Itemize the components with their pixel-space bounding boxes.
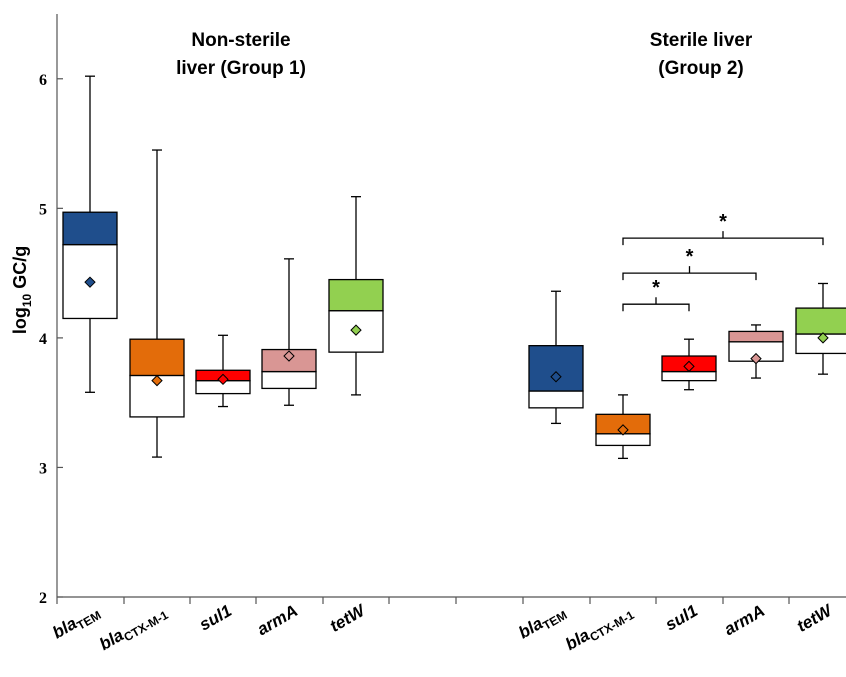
mean-marker [217,373,229,386]
y-ticks: 2 3 4 5 6 [39,72,63,607]
significance-bracket [622,266,757,281]
box-upper-half [728,330,784,343]
significance-star: * [686,246,694,268]
category-label-main: bla [562,625,593,654]
category-label-subscript: TEM [75,608,104,633]
box-upper-half [328,278,384,312]
box-upper-half [129,338,185,377]
group-title-line: (Group 2) [658,58,744,79]
category-label: tetW [794,600,837,636]
category-label: tetW [327,600,370,636]
box-lower-half [528,390,584,409]
group-title-line: Sterile liver [650,30,753,51]
x-ticks [56,597,790,604]
box-lower-half [328,310,384,353]
group-title-line: Non-sterile [191,30,290,51]
category-label-main: bla [515,614,546,643]
category-label-subscript: TEM [541,608,570,633]
category-label: blaCTX-M-1 [562,601,637,657]
category-label-subscript: CTX-M-1 [121,608,170,645]
significance-bracket [622,297,690,312]
category-label: sul1 [196,601,235,634]
mean-marker [350,324,362,336]
mean-marker [683,360,695,373]
mean-marker [750,352,762,365]
category-label-main: armA [721,601,768,639]
mean-marker [550,371,562,383]
mean-marker [283,350,295,362]
y-tick-label: 5 [39,201,47,218]
significance-star: * [719,211,727,233]
category-label: blaTEM [515,601,569,645]
group-titles: Non-sterile liver (Group 1) Sterile liver (… [176,30,753,79]
y-tick-label: 6 [39,72,47,89]
significance-brackets: * * * [622,211,824,312]
mean-marker [617,424,629,436]
y-axis-label: log10 GC/g [10,246,34,334]
category-label-main: sul1 [196,601,235,634]
category-label: armA [254,601,301,639]
y-axis: 2 3 4 5 6 log10 GC/g [10,14,63,607]
boxes [62,75,846,460]
significance-star: * [652,277,660,299]
box-upper-half [62,211,118,246]
category-label-main: tetW [794,600,837,636]
box-upper-half [795,307,846,335]
significance-bracket [622,231,824,246]
y-tick-label: 3 [39,460,47,477]
category-label-main: tetW [327,600,370,636]
mean-marker [151,374,163,387]
group-title-line: liver (Group 1) [176,58,306,79]
x-axis [56,596,846,604]
mean-marker [84,276,96,288]
category-label-main: armA [254,601,301,639]
category-label: armA [721,601,768,639]
box-lower-half [661,370,717,382]
y-tick-label: 2 [39,590,47,607]
category-label: blaCTX-M-1 [96,601,171,657]
y-tick-label: 4 [39,331,47,348]
category-label: blaTEM [49,601,103,645]
category-label-subscript: CTX-M-1 [587,608,636,645]
category-label-main: bla [49,614,80,643]
category-label: sul1 [662,601,701,634]
category-label-main: sul1 [662,601,701,634]
box-upper-half [528,345,584,392]
mean-marker [817,332,829,344]
box-lower-half [261,370,317,390]
category-label-main: bla [96,625,127,654]
